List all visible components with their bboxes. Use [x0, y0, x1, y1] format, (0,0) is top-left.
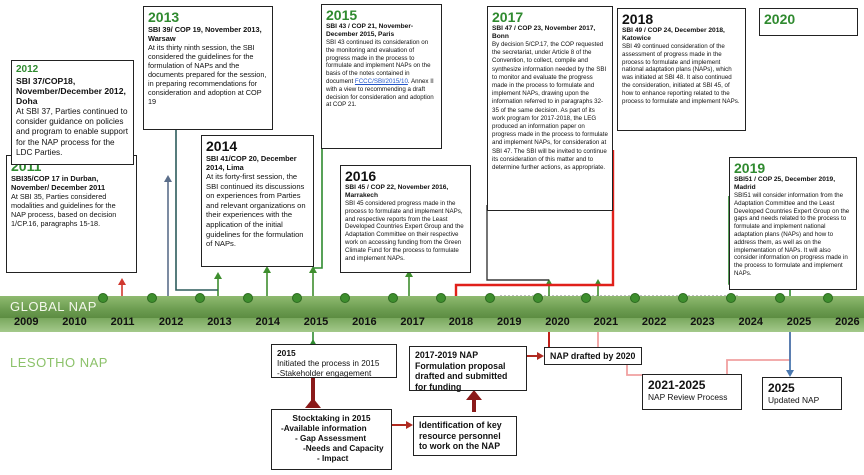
timeline-node	[484, 293, 495, 303]
event-heading: SBI 49 / COP 24, December 2018, Katowice	[622, 27, 725, 42]
lesotho-nap-label: LESOTHO NAP	[10, 355, 108, 370]
event-year: 2019	[734, 160, 766, 176]
lesotho-2015-title: 2015	[277, 348, 296, 358]
event-2018: 2018 SBI 49 / COP 24, December 2018, Kat…	[617, 8, 746, 131]
event-2014: 2014 SBI 41/COP 20, December 2014, Lima …	[201, 135, 314, 267]
event-heading: SBI 37/COP18, November/December 2012, Do…	[16, 76, 126, 107]
event-heading: SBI 43 / COP 21, November-December 2015,…	[326, 23, 414, 38]
timeline-node	[581, 293, 592, 303]
event-year: 2020	[764, 11, 796, 27]
event-year: 2016	[345, 168, 377, 184]
stocktaking-line: -Needs and Capacity	[303, 444, 384, 453]
year-tick-2013: 2013	[207, 316, 232, 328]
timeline-band	[0, 318, 864, 332]
year-tick-2014: 2014	[255, 316, 280, 328]
document-link[interactable]: FCCC/SBI/2015/10	[354, 77, 408, 85]
stocktaking-line: - Impact	[317, 454, 349, 463]
event-year: 2014	[206, 138, 238, 154]
year-tick-2021: 2021	[593, 316, 619, 328]
event-2012: 2012 SBI 37/COP18, November/December 201…	[11, 60, 134, 165]
year-tick-2023: 2023	[690, 316, 715, 328]
event-heading: SBI51 / COP 25, December 2019, Madrid	[734, 176, 836, 191]
timeline-node	[677, 293, 688, 303]
event-2013: 2013 SBI 39/ COP 19, November 2013, Wars…	[143, 6, 273, 130]
timeline-node	[243, 293, 254, 303]
event-text: SBI 49 continued consideration of the as…	[622, 43, 740, 105]
event-2019: 2019 SBI51 / COP 25, December 2019, Madr…	[729, 157, 857, 290]
event-2020: 2020	[759, 8, 858, 36]
year-tick-2015: 2015	[303, 316, 329, 328]
updated-nap-title: 2025	[768, 381, 795, 395]
timeline-node	[388, 293, 399, 303]
event-2016: 2016 SBI 45 / COP 22, November 2016, Mar…	[340, 165, 471, 273]
stocktaking-title: Stocktaking in 2015	[292, 413, 371, 423]
year-tick-2017: 2017	[400, 316, 425, 328]
year-tick-2018: 2018	[448, 316, 474, 328]
timeline-node	[726, 293, 737, 303]
year-tick-2012: 2012	[158, 316, 184, 328]
timeline-node	[339, 293, 350, 303]
timeline-node	[533, 293, 543, 303]
timeline-node	[98, 293, 109, 303]
formulation-proposal-box: 2017-2019 NAP Formulation proposal draft…	[409, 346, 527, 392]
year-tick-2016: 2016	[352, 316, 377, 328]
event-year: 2017	[492, 9, 524, 25]
updated-nap-sub: Updated NAP	[768, 395, 820, 405]
event-heading: SBI 41/COP 20, December 2014, Lima	[206, 154, 297, 172]
year-tick-2025: 2025	[786, 316, 812, 328]
global-nap-band	[0, 296, 864, 319]
event-heading: SBI 45 / COP 22, November 2016, Marrakec…	[345, 184, 449, 199]
event-text: SBI 45 considered progress made in the p…	[345, 200, 464, 262]
event-text: At SBI 37, Parties continued to consider…	[16, 106, 128, 158]
lesotho-2015-line: Initiated the process in 2015	[277, 359, 380, 368]
timeline-node	[822, 293, 833, 303]
nap-review-box: 2021-2025 NAP Review Process	[642, 374, 742, 410]
nap-review-sub: NAP Review Process	[648, 392, 728, 402]
timeline-node	[629, 293, 640, 303]
timeline-node	[194, 293, 205, 303]
nap-drafted-box: NAP drafted by 2020	[544, 347, 642, 365]
event-year: 2018	[622, 11, 654, 27]
lesotho-2015-line: -Stakeholder engagement	[277, 369, 372, 378]
event-heading: SBI35/COP 17 in Durban, November/ Decemb…	[11, 174, 106, 192]
timeline-node	[146, 293, 157, 303]
stocktaking-line: - Gap Assessment	[295, 434, 367, 443]
formulation-proposal-text: 2017-2019 NAP Formulation proposal draft…	[415, 350, 508, 392]
event-year: 2012	[16, 64, 39, 75]
event-year: 2013	[148, 9, 180, 25]
event-text: At its forty-first session, the SBI cont…	[206, 172, 306, 249]
year-tick-2019: 2019	[497, 316, 522, 328]
event-2011: 2011 SBI35/COP 17 in Durban, November/ D…	[6, 155, 137, 273]
timeline-node	[774, 293, 785, 303]
year-tick-2009: 2009	[14, 316, 39, 328]
event-text-cont: . Annex II with a view to recommending a…	[326, 77, 434, 109]
global-nap-label: GLOBAL NAP	[10, 299, 97, 314]
event-text: SBI 43 continued its consideration on th…	[326, 39, 431, 85]
year-tick-2010: 2010	[62, 316, 87, 328]
identification-box: Identification of key resource personnel…	[413, 416, 517, 456]
updated-nap-box: 2025 Updated NAP	[762, 377, 842, 410]
event-2015: 2015 SBI 43 / COP 21, November-December …	[321, 4, 442, 149]
year-tick-2020: 2020	[545, 316, 570, 328]
nap-review-title: 2021-2025	[648, 378, 706, 392]
year-tick-2024: 2024	[738, 316, 763, 328]
event-heading: SBI 47 / COP 23, November 2017, Bonn	[492, 25, 596, 40]
event-text: At SBI 35, Parties considered modalities…	[11, 192, 117, 228]
event-text: By decision 5/CP.17, the COP requested t…	[492, 41, 608, 172]
year-tick-2011: 2011	[110, 316, 135, 328]
event-text: SBI51 will consider information from the…	[734, 192, 850, 277]
lesotho-2015: 2015 Initiated the process in 2015 -Stak…	[271, 344, 397, 378]
stocktaking-line: -Available information	[281, 424, 367, 433]
event-2017: 2017 SBI 47 / COP 23, November 2017, Bon…	[487, 6, 613, 211]
event-heading: SBI 39/ COP 19, November 2013, Warsaw	[148, 25, 262, 43]
timeline-node	[291, 293, 302, 303]
nap-drafted-text: NAP drafted by 2020	[550, 351, 636, 361]
year-tick-2026: 2026	[835, 316, 860, 328]
event-year: 2015	[326, 7, 358, 23]
identification-text: Identification of key resource personnel…	[419, 420, 502, 452]
event-text: At its thirty ninth session, the SBI con…	[148, 43, 267, 106]
timeline-node	[436, 293, 447, 303]
stocktaking-box: Stocktaking in 2015 -Available informati…	[271, 409, 392, 470]
year-tick-2022: 2022	[641, 316, 667, 328]
